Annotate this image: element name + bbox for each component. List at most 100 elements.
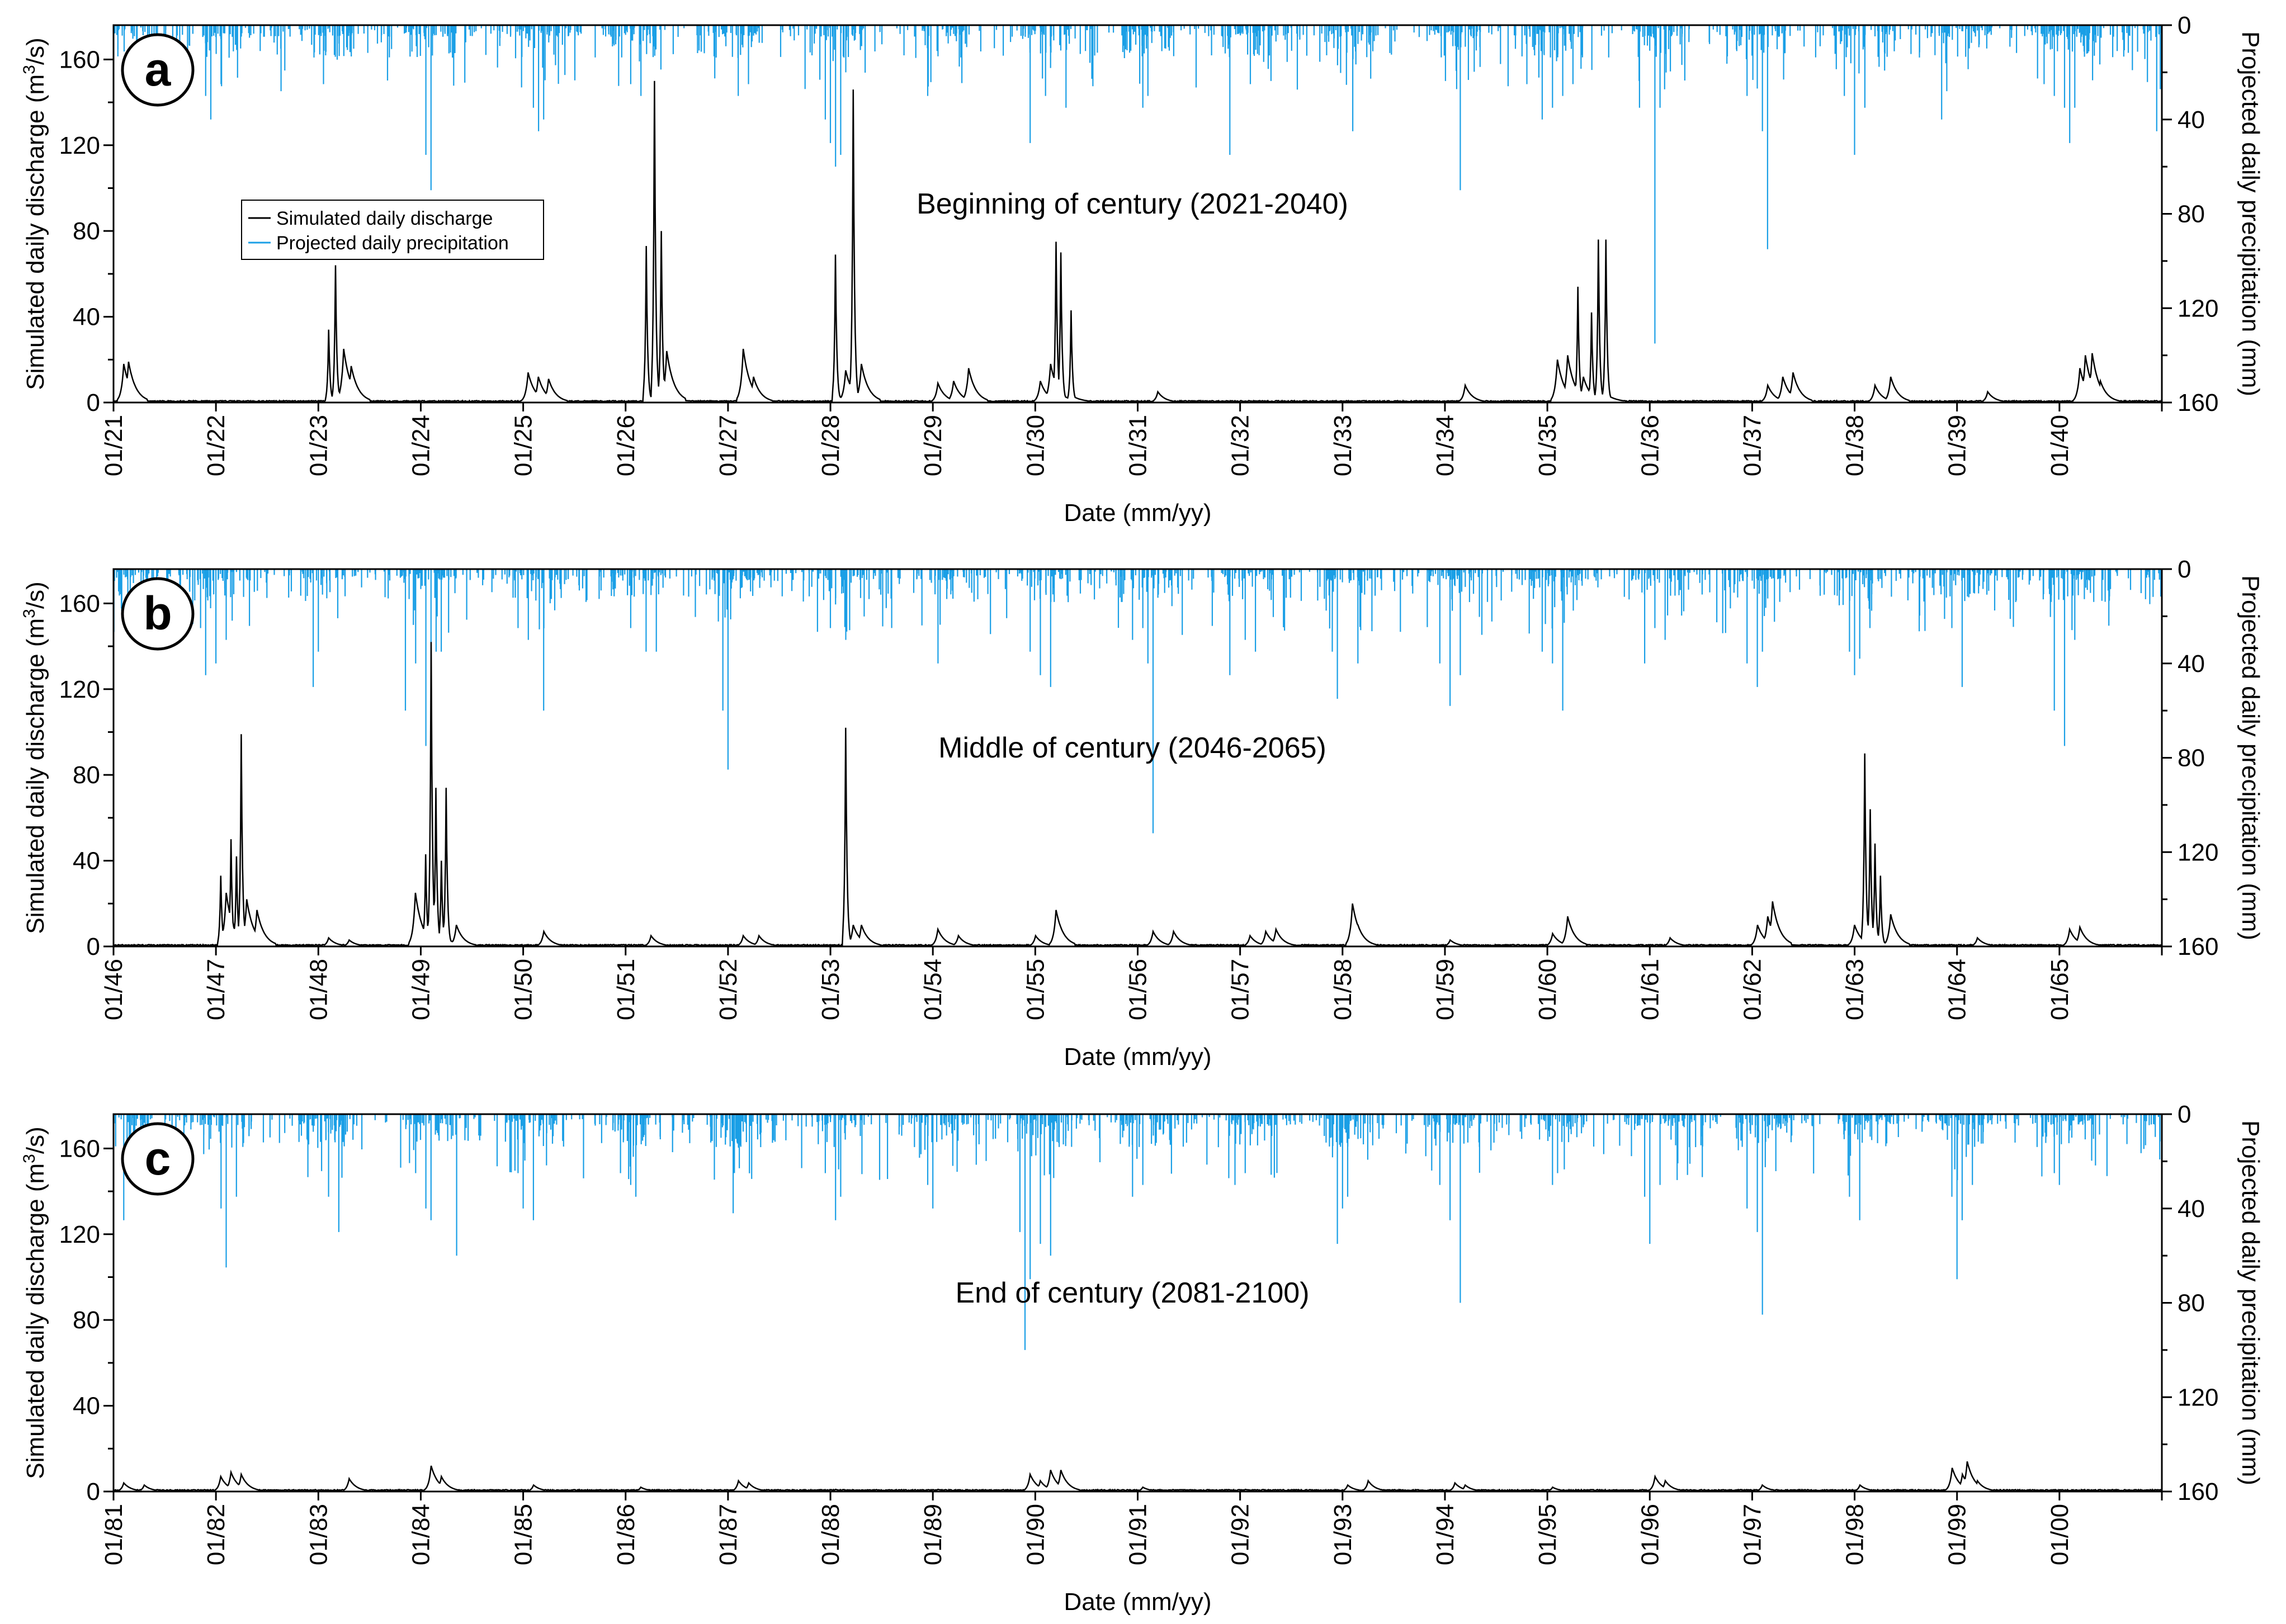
x-axis-title: Date (mm/yy) [1064,1043,1212,1071]
period-annotation: Beginning of century (2021-2040) [917,188,1348,220]
left-tick-label: 160 [59,46,100,73]
panel-letter-circle [121,33,195,107]
y-axis-title-right: Projected daily precipitation (mm) [2237,575,2264,940]
x-tick-label: 01/56 [1125,959,1152,1020]
x-tick-label: 01/97 [1739,1504,1766,1565]
y-axis-title-left: Simulated daily discharge (m3/s) [20,37,50,390]
x-axis-title: Date (mm/yy) [1064,1588,1212,1616]
x-tick-label: 01/47 [202,959,230,1020]
x-tick-label: 01/54 [919,959,947,1020]
x-tick-label: 01/39 [1944,415,1971,476]
discharge-line [113,81,2162,404]
x-tick-label: 01/83 [305,1504,332,1565]
precip-series [114,1114,2161,1350]
x-tick-label: 01/65 [2046,959,2074,1020]
x-tick-label: 01/87 [715,1504,742,1565]
x-tick-label: 01/86 [612,1504,640,1565]
discharge-line [113,1461,2162,1492]
x-tick-label: 01/91 [1125,1504,1152,1565]
x-tick-label: 01/81 [100,1504,127,1565]
x-tick-label: 01/59 [1432,959,1459,1020]
axis-ticks [103,568,2172,955]
x-tick-label: 01/52 [715,959,742,1020]
panel-letter: b [143,587,172,640]
precip-series [113,569,2162,834]
x-tick-label: 01/84 [407,1504,434,1565]
left-tick-label: 40 [73,1393,100,1420]
x-tick-label: 01/31 [1125,415,1152,476]
right-tick-label: 160 [2178,933,2218,960]
left-tick-label: 0 [87,933,100,960]
left-tick-label: 40 [73,847,100,875]
y-axis-title-left: Simulated daily discharge (m3/s) [20,581,50,934]
precip-bars [114,25,2162,344]
period-annotation: End of century (2081-2100) [955,1277,1309,1309]
period-annotation: Middle of century (2046-2065) [938,732,1326,764]
discharge-series [113,81,2162,404]
precip-series [114,25,2162,344]
x-tick-label: 01/40 [2046,415,2074,476]
left-tick-label: 0 [87,389,100,416]
left-tick-label: 0 [87,1478,100,1505]
x-tick-label: 01/29 [919,415,947,476]
x-tick-label: 01/36 [1636,415,1664,476]
x-tick-label: 01/99 [1944,1504,1971,1565]
left-tick-label: 120 [59,676,100,703]
x-tick-label: 01/61 [1636,959,1664,1020]
left-tick-label: 160 [59,590,100,617]
x-tick-label: 01/23 [305,415,332,476]
x-tick-label: 01/88 [817,1504,844,1565]
y-axis-title-right: Projected daily precipitation (mm) [2237,1120,2264,1485]
x-tick-label: 01/51 [612,959,640,1020]
x-tick-label: 01/00 [2046,1504,2074,1565]
x-tick-label: 01/55 [1022,959,1049,1020]
right-tick-label: 0 [2178,556,2191,583]
x-tick-label: 01/64 [1944,959,1971,1020]
x-tick-label: 01/94 [1432,1504,1459,1565]
x-tick-label: 01/90 [1022,1504,1049,1565]
x-tick-label: 01/89 [919,1504,947,1565]
discharge-series [113,1461,2162,1492]
right-tick-label: 80 [2178,201,2205,228]
x-tick-label: 01/85 [510,1504,537,1565]
x-tick-label: 01/95 [1534,1504,1561,1565]
legend-label-discharge: Simulated daily discharge [276,208,493,229]
precip-bars [114,1114,2161,1350]
x-tick-label: 01/35 [1534,415,1561,476]
panel-letter: a [145,43,172,96]
panel-b: 0 40 80 120 160 0 40 80 120 160 01/46 01… [20,556,2265,1071]
discharge-line [113,642,2162,948]
left-tick-label: 120 [59,132,100,159]
left-tick-label: 80 [73,761,100,789]
right-tick-label: 40 [2178,106,2205,134]
y-axis-title-right: Projected daily precipitation (mm) [2237,31,2264,396]
left-tick-label: 40 [73,304,100,331]
right-tick-label: 160 [2178,1478,2218,1505]
panel-c: 0 40 80 120 160 0 40 80 120 160 01/81 01… [20,1101,2265,1616]
x-tick-label: 01/93 [1329,1504,1357,1565]
x-tick-label: 01/24 [407,415,434,476]
left-tick-label: 80 [73,217,100,245]
right-tick-label: 40 [2178,650,2205,678]
x-tick-label: 01/37 [1739,415,1766,476]
x-tick-label: 01/34 [1432,415,1459,476]
x-tick-label: 01/98 [1841,1504,1869,1565]
x-tick-label: 01/50 [510,959,537,1020]
x-tick-label: 01/58 [1329,959,1357,1020]
axis-ticks [103,1113,2172,1500]
right-tick-label: 160 [2178,389,2218,416]
x-tick-label: 01/63 [1841,959,1869,1020]
right-tick-label: 0 [2178,12,2191,39]
axis-ticks [103,24,2172,411]
panel-letter: c [145,1132,171,1185]
x-tick-label: 01/32 [1227,415,1254,476]
x-tick-label: 01/33 [1329,415,1357,476]
x-tick-label: 01/28 [817,415,844,476]
x-tick-label: 01/53 [817,959,844,1020]
x-tick-label: 01/26 [612,415,640,476]
precip-bars [113,569,2162,834]
x-tick-label: 01/30 [1022,415,1049,476]
right-tick-label: 80 [2178,745,2205,772]
